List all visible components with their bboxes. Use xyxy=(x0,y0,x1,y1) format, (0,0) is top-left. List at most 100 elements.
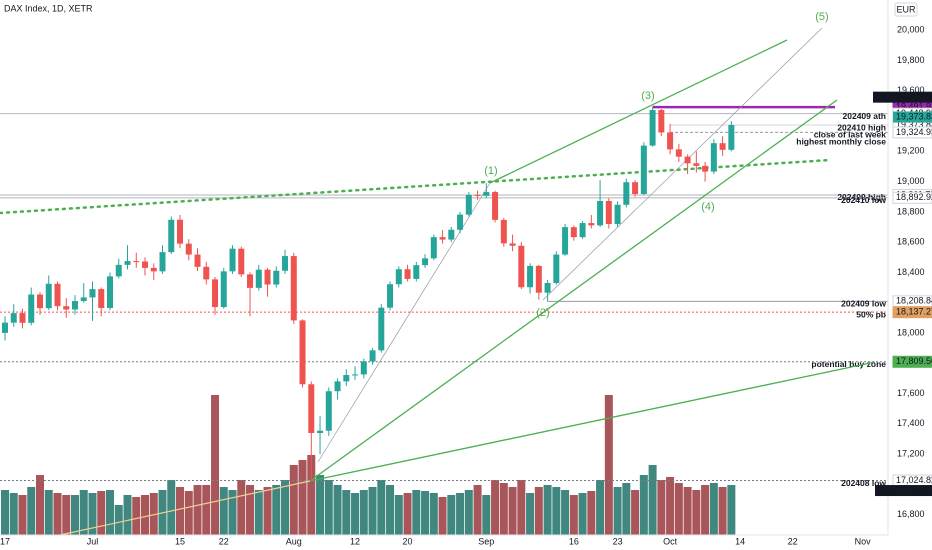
level-price-label: 17,809.50 xyxy=(896,356,932,366)
low-badge-value: 17,024.82 xyxy=(896,485,932,495)
volume-bar xyxy=(683,487,692,535)
wave-label: (4) xyxy=(701,201,714,213)
volume-bar xyxy=(359,490,368,535)
candle-body xyxy=(492,192,499,220)
high-badge-text: High xyxy=(876,92,895,102)
buy-zone-line xyxy=(309,361,876,482)
candle-body xyxy=(334,381,341,392)
candle-body xyxy=(719,143,726,150)
volume-bar xyxy=(482,495,491,535)
candle-body xyxy=(387,284,394,308)
y-tick-label: 19,800 xyxy=(897,55,925,65)
x-tick-label: Nov xyxy=(855,536,872,546)
candle-body xyxy=(282,256,289,271)
drawings xyxy=(0,27,876,536)
candle-body xyxy=(369,350,376,362)
candle-body xyxy=(238,248,245,275)
level-price-box xyxy=(892,306,932,319)
volume-bar xyxy=(342,490,351,535)
volume-bar xyxy=(106,490,115,535)
low-badge xyxy=(875,485,932,497)
candle-body xyxy=(448,229,455,240)
volume-bar xyxy=(464,490,473,535)
volume-bar xyxy=(44,490,53,535)
x-tick-label: Sep xyxy=(478,536,494,546)
y-tick-label: 17,400 xyxy=(897,418,925,428)
x-tick-label: 14 xyxy=(735,536,745,546)
volume-bar xyxy=(543,485,552,535)
volume-bar xyxy=(403,493,412,535)
candle-body xyxy=(457,214,464,230)
level-price-label: 17,024.82 xyxy=(896,475,932,485)
x-tick-label: 16 xyxy=(569,536,579,546)
volume-bar xyxy=(176,487,185,535)
candle-body xyxy=(273,270,280,285)
y-tick-label: 18,400 xyxy=(897,267,925,277)
candle-body xyxy=(299,320,306,385)
volume-bar xyxy=(473,485,482,535)
x-tick-label: 22 xyxy=(219,536,229,546)
candle-body xyxy=(422,258,429,266)
x-tick-label: 15 xyxy=(175,536,185,546)
volume-bar xyxy=(666,477,675,535)
y-tick-label: 17,600 xyxy=(897,388,925,398)
volume-bar xyxy=(596,480,605,535)
volume-bar xyxy=(141,495,150,535)
candle-body xyxy=(150,267,157,272)
candle-body xyxy=(588,223,595,226)
candle-body xyxy=(71,301,78,310)
candle-body xyxy=(255,269,262,288)
volume-bar xyxy=(613,487,622,535)
volume-bar xyxy=(604,395,613,535)
y-tick-label: 18,800 xyxy=(897,206,925,216)
volume-bar xyxy=(289,465,298,535)
volume-bar xyxy=(167,480,176,535)
candle-body xyxy=(395,269,402,285)
x-tick-label: 22 xyxy=(788,536,798,546)
wave-label: (1) xyxy=(484,165,497,177)
volume-bar xyxy=(429,493,438,535)
candle-body xyxy=(212,279,219,308)
candle-body xyxy=(465,194,472,215)
candle-body xyxy=(474,194,481,196)
volume-bar xyxy=(132,497,141,535)
volume-bar xyxy=(324,480,333,535)
candle-body xyxy=(667,132,674,150)
volume-bar xyxy=(377,480,386,535)
volume-bar xyxy=(421,491,430,535)
high-badge xyxy=(873,91,932,103)
candle-body xyxy=(535,265,542,293)
level-price-label: 18,137.27 xyxy=(896,307,932,317)
candle-body xyxy=(308,384,315,433)
y-tick-label: 19,600 xyxy=(897,85,925,95)
volume-bar xyxy=(9,493,18,535)
volume-bar xyxy=(657,480,666,535)
volume-bar xyxy=(491,480,500,535)
candle-body xyxy=(605,200,612,224)
dotted-trendline xyxy=(0,158,832,215)
level-price-label: 19,373.83 xyxy=(896,119,932,129)
level-note: 202409 high xyxy=(837,192,886,202)
candle-body xyxy=(264,269,271,285)
volume-bar xyxy=(0,490,9,535)
candle-body xyxy=(710,143,717,172)
volume-bar xyxy=(351,493,360,535)
level-note: 50% pb xyxy=(856,309,886,319)
candle-body xyxy=(194,254,201,267)
x-tick-label: 23 xyxy=(613,536,623,546)
volume-bar xyxy=(307,455,316,535)
volume-bar xyxy=(709,483,718,535)
volume-bar xyxy=(587,491,596,535)
level-price-label: 18,208.84 xyxy=(896,296,932,306)
y-tick-label: 17,200 xyxy=(897,448,925,458)
last-price-box xyxy=(893,111,932,123)
candle-body xyxy=(728,125,735,150)
volume-pane xyxy=(0,395,736,535)
volume-bar xyxy=(246,485,255,535)
volume-bar xyxy=(639,475,648,535)
x-tick-label: 12 xyxy=(350,536,360,546)
volume-bar xyxy=(97,491,106,535)
